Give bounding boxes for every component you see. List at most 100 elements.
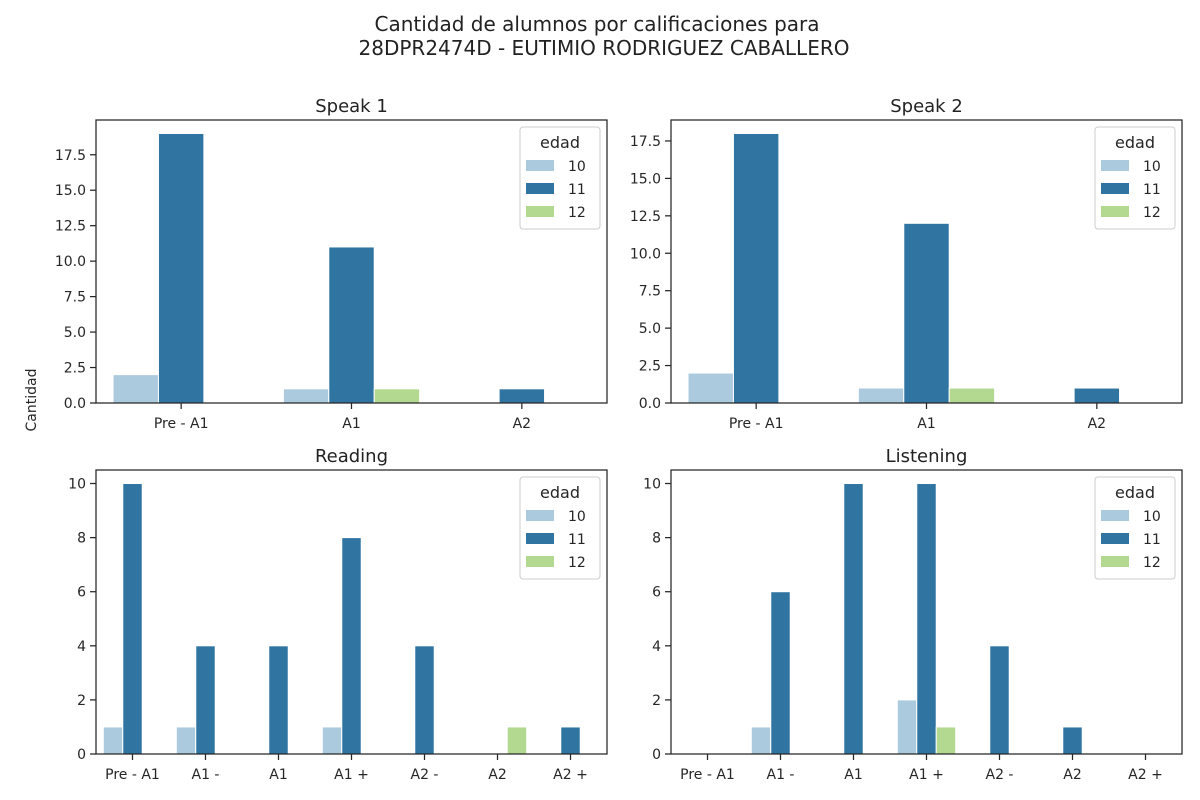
y-tick-label: 15.0 <box>55 183 86 199</box>
subplot-title: Listening <box>886 446 968 467</box>
legend-title: edad <box>1115 483 1155 502</box>
x-tick-label: A2 + <box>1128 767 1163 783</box>
bar <box>896 699 918 755</box>
legend-label: 12 <box>568 555 586 571</box>
bar <box>750 726 772 755</box>
bar <box>948 387 996 404</box>
subplot-speak-2: 0.0 2.5 5.0 7.5 10.0 12.5 15.0 17.5 Pre - A1 A1 A2… <box>630 96 1183 432</box>
y-tick-label: 8 <box>652 531 661 547</box>
bar <box>903 222 950 404</box>
legend-swatch <box>526 510 554 521</box>
y-tick-label: 7.5 <box>639 284 661 300</box>
bar <box>1062 726 1083 755</box>
y-tick-label: 17.5 <box>55 148 86 164</box>
legend-label: 11 <box>568 532 586 548</box>
y-tick-label: 10 <box>643 477 661 493</box>
figure-y-axis-label: Cantidad <box>24 369 40 432</box>
x-tick-label: A1 <box>844 767 862 783</box>
legend-swatch <box>1101 206 1129 217</box>
legend: edad 10 11 12 <box>519 126 601 230</box>
y-tick-label: 0 <box>652 747 661 763</box>
subplot-speak-1: 0.0 2.5 5.0 7.5 10.0 12.5 15.0 17.5 Pre - A1 A1 A2… <box>55 96 608 432</box>
figure-title-line2: 28DPR2474D - EUTIMIO RODRIGUEZ CABALLERO <box>359 36 850 60</box>
legend-swatch <box>1101 160 1129 171</box>
y-tick-label: 2.5 <box>639 359 661 375</box>
y-tick-label: 10.0 <box>55 254 86 270</box>
x-tick-label: A1 <box>269 767 287 783</box>
legend-swatch <box>526 556 554 567</box>
x-tick-label: A2 + <box>553 767 588 783</box>
legend-label: 10 <box>1143 509 1161 525</box>
bar <box>102 726 124 755</box>
legend-label: 10 <box>568 159 586 175</box>
bar <box>175 726 197 755</box>
x-tick-label: A1 - <box>192 767 220 783</box>
bar <box>1073 387 1121 404</box>
legend-label: 11 <box>1143 532 1161 548</box>
legend-box <box>1094 476 1176 580</box>
subplot-reading: 0 2 4 6 8 10 Pre - A1 A1 - A1 A1 + A2 - A2 A2 + Readi… <box>68 446 608 783</box>
bar <box>282 388 330 404</box>
bar <box>935 726 957 755</box>
x-tick-label: A1 <box>342 416 360 432</box>
bar <box>732 132 780 404</box>
legend-label: 12 <box>568 205 586 221</box>
legend-swatch <box>1101 556 1129 567</box>
legend-box <box>519 476 601 580</box>
y-tick-label: 10 <box>68 477 86 493</box>
x-tick-label: Pre - A1 <box>105 767 160 783</box>
bar <box>157 132 205 404</box>
bar <box>414 645 435 755</box>
bar <box>857 387 905 404</box>
legend-swatch <box>1101 183 1129 194</box>
legend-label: 11 <box>1143 182 1161 198</box>
bar <box>195 645 216 755</box>
figure-title-line1: Cantidad de alumnos por calificaciones p… <box>374 12 819 36</box>
y-tick-label: 15.0 <box>630 171 661 187</box>
x-tick-label: A1 + <box>909 767 944 783</box>
x-tick-label: A1 + <box>334 767 369 783</box>
legend-box <box>519 126 601 230</box>
bar <box>770 591 791 755</box>
bar <box>916 483 937 755</box>
subplot-title: Speak 1 <box>315 96 388 117</box>
legend: edad 10 11 12 <box>1094 476 1176 580</box>
x-tick-label: Pre - A1 <box>154 416 209 432</box>
x-tick-label: A2 <box>513 416 531 432</box>
x-tick-label: Pre - A1 <box>680 767 735 783</box>
x-tick-label: A2 <box>1063 767 1081 783</box>
bar <box>122 483 143 755</box>
bar <box>687 372 734 404</box>
y-tick-label: 0.0 <box>639 396 661 412</box>
bar <box>560 726 581 755</box>
bar <box>268 645 289 755</box>
y-tick-label: 2 <box>652 693 661 709</box>
legend-label: 11 <box>568 182 586 198</box>
bar <box>498 388 546 404</box>
bar <box>341 537 362 755</box>
subplot-title: Reading <box>315 446 388 467</box>
x-tick-label: A1 - <box>767 767 795 783</box>
bar <box>989 645 1010 755</box>
legend-swatch <box>526 160 554 171</box>
y-tick-label: 6 <box>652 585 661 601</box>
subplots: 0.0 2.5 5.0 7.5 10.0 12.5 15.0 17.5 Pre - A1 A1 A2… <box>55 96 1183 783</box>
legend-label: 12 <box>1143 205 1161 221</box>
bar <box>373 388 421 404</box>
y-tick-label: 12.5 <box>55 219 86 235</box>
legend-box <box>1094 126 1176 230</box>
y-tick-label: 2 <box>77 693 86 709</box>
y-tick-label: 17.5 <box>630 134 661 150</box>
x-tick-label: A2 <box>1088 416 1106 432</box>
legend: edad 10 11 12 <box>519 476 601 580</box>
x-tick-label: A2 - <box>986 767 1014 783</box>
y-tick-label: 5.0 <box>64 325 86 341</box>
legend-label: 10 <box>1143 159 1161 175</box>
y-tick-label: 2.5 <box>64 361 86 377</box>
legend-label: 10 <box>568 509 586 525</box>
y-tick-label: 4 <box>77 639 86 655</box>
legend-label: 12 <box>1143 555 1161 571</box>
bar <box>328 246 375 404</box>
y-tick-label: 0 <box>77 747 86 763</box>
